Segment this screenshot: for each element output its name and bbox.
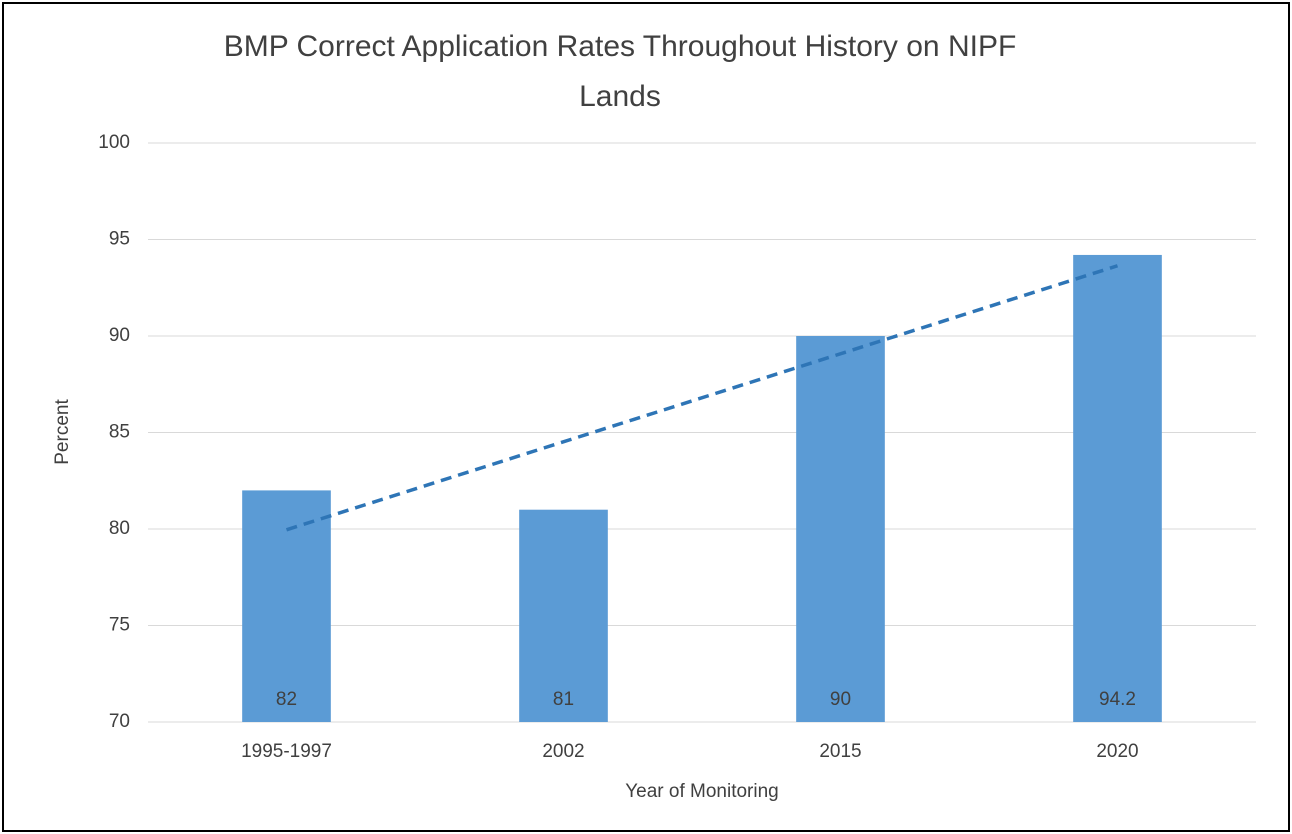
y-tick-label: 85 [109,422,130,443]
bar [519,509,608,722]
data-label: 90 [830,689,851,710]
trendline [285,264,1119,532]
x-tick-label: 2002 [542,741,584,762]
y-tick-label: 70 [109,711,130,732]
y-tick-label: 95 [109,229,130,250]
data-label: 82 [276,689,297,710]
y-tick-label: 75 [109,615,130,636]
y-tick-label: 80 [109,518,130,539]
chart-title: BMP Correct Application Rates Throughout… [223,30,1017,113]
data-label: 81 [553,689,574,710]
y-axis-label: Percent [52,399,73,465]
bar [242,490,331,722]
y-tick-label: 90 [109,325,130,346]
y-tick-label: 100 [98,132,130,153]
x-tick-label: 2020 [1096,741,1138,762]
data-label: 94.2 [1099,689,1136,710]
x-tick-label: 2015 [819,741,861,762]
bar [796,336,885,722]
x-axis-label: Year of Monitoring [625,781,779,802]
bar [1073,254,1162,722]
x-tick-label: 1995-1997 [241,741,332,762]
